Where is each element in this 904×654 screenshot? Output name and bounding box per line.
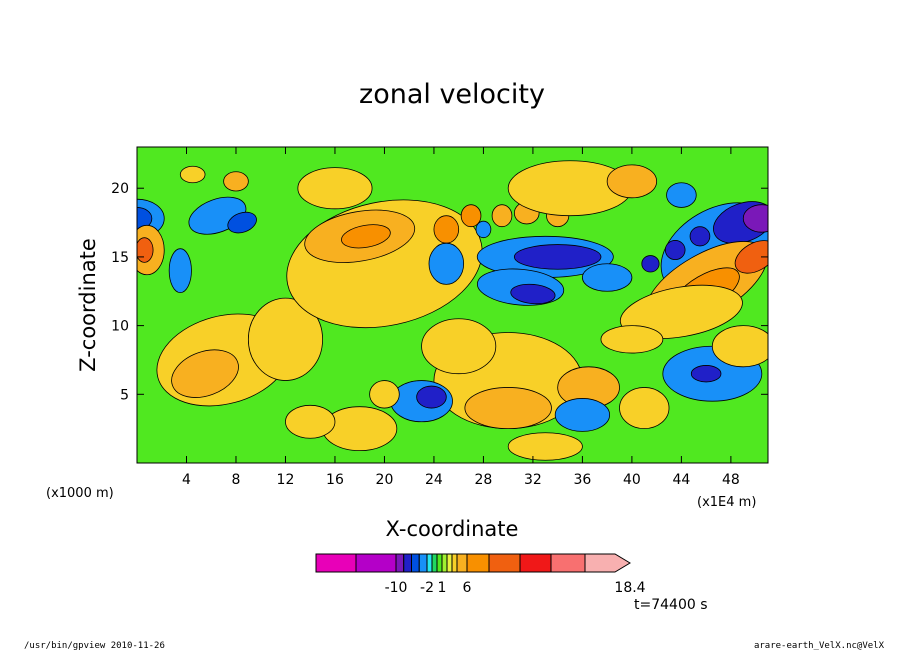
contour-region-12 (341, 224, 391, 249)
y-axis-label: Z-coordinate (76, 238, 100, 372)
contour-region-27 (742, 204, 768, 233)
colorbar-swatch (315, 553, 357, 573)
contour-region-1 (137, 207, 153, 230)
contour-region-20 (513, 244, 602, 270)
contour-region-56 (666, 182, 697, 208)
colorbar-swatch (441, 553, 448, 573)
contour-field (137, 160, 768, 461)
colorbar-swatch (403, 553, 412, 573)
contour-region-36 (690, 365, 722, 383)
contour-region-22 (510, 283, 556, 305)
contour-region-51 (223, 171, 249, 192)
x-tick-label: 12 (277, 472, 295, 488)
colorbar-swatch (436, 553, 443, 573)
x-unit-left: (x1000 m) (46, 486, 114, 501)
contour-region-34 (619, 284, 743, 339)
colorbar-swatch (550, 553, 586, 573)
time-label: t=74400 s (634, 597, 708, 613)
colorbar-label: 1 (438, 580, 447, 596)
colorbar-swatch (418, 553, 428, 573)
contour-region-55 (606, 164, 658, 199)
contour-region-46 (322, 406, 398, 452)
contour-region-4 (168, 248, 192, 294)
x-tick-label: 36 (573, 472, 591, 488)
colorbar-swatch (519, 553, 552, 573)
y-tick-label: 5 (120, 387, 129, 403)
colorbar-label: 18.4 (614, 580, 645, 596)
contour-region-3 (227, 211, 257, 234)
colorbar (315, 553, 631, 573)
contour-region-9 (247, 297, 323, 381)
y-tick-label: 20 (111, 181, 129, 197)
contour-region-29 (689, 226, 711, 247)
contour-region-37 (711, 325, 768, 368)
contour-region-30 (641, 255, 660, 273)
contour-region-53 (297, 167, 373, 210)
contour-region-50 (285, 404, 336, 439)
colorbar-swatch (431, 553, 438, 573)
contour-region-23 (428, 242, 465, 285)
contour-region-18 (475, 220, 492, 239)
colorbar-swatch (584, 553, 631, 573)
contour-region-6 (137, 237, 154, 263)
x-tick-label: 32 (524, 472, 542, 488)
y-axis: 5 10 15 20 (111, 181, 768, 403)
x-tick-label: 20 (376, 472, 394, 488)
contour-region-52 (179, 165, 206, 184)
contour-region-48 (619, 387, 670, 430)
colorbar-labels: -10 -2 1 6 18.4 (385, 580, 646, 596)
chart-title: zonal velocity (359, 79, 545, 110)
colorbar-swatch (451, 553, 458, 573)
colorbar-swatch (411, 553, 420, 573)
contour-region-13 (433, 215, 460, 244)
colorbar-swatch (488, 553, 521, 573)
colorbar-label: -2 (420, 580, 434, 596)
colorbar-swatch (426, 553, 433, 573)
x-unit-right: (x1E4 m) (697, 495, 756, 510)
x-axis-label: X-coordinate (386, 517, 519, 541)
colorbar-label: -10 (385, 580, 408, 596)
contour-region-45 (369, 380, 400, 409)
x-tick-label: 40 (623, 472, 641, 488)
contour-region-8 (171, 349, 239, 398)
y-tick-label: 10 (111, 319, 129, 335)
contour-region-41 (421, 318, 497, 375)
x-tick-label: 8 (232, 472, 241, 488)
contour-region-43 (416, 385, 447, 409)
x-tick-label: 48 (722, 472, 740, 488)
colorbar-swatch (466, 553, 490, 573)
plot-area (136, 146, 769, 464)
contour-region-47 (507, 432, 583, 461)
contour-region-39 (464, 387, 552, 430)
x-axis: 4 8 12 16 20 24 28 32 36 40 44 48 (182, 147, 740, 488)
footer-left: /usr/bin/gpview 2010-11-26 (24, 641, 165, 651)
x-tick-label: 28 (475, 472, 493, 488)
contour-region-44 (554, 398, 611, 432)
footer-right: arare-earth_VelX.nc@VelX (753, 641, 884, 651)
contour-region-49 (600, 325, 664, 354)
colorbar-swatch (446, 553, 453, 573)
x-tick-label: 44 (672, 472, 690, 488)
plot-frame (136, 146, 769, 464)
colorbar-swatch (355, 553, 397, 573)
y-tick-label: 15 (111, 250, 129, 266)
contour-region-24 (582, 263, 633, 292)
colorbar-swatch (456, 553, 468, 573)
x-tick-label: 4 (182, 472, 191, 488)
contour-region-15 (491, 204, 513, 228)
colorbar-swatch (395, 553, 405, 573)
contour-region-28 (664, 240, 686, 261)
x-tick-label: 16 (326, 472, 344, 488)
x-tick-label: 24 (425, 472, 443, 488)
contour-region-33 (734, 240, 768, 274)
colorbar-label: 6 (463, 580, 472, 596)
contour-region-14 (460, 204, 482, 228)
